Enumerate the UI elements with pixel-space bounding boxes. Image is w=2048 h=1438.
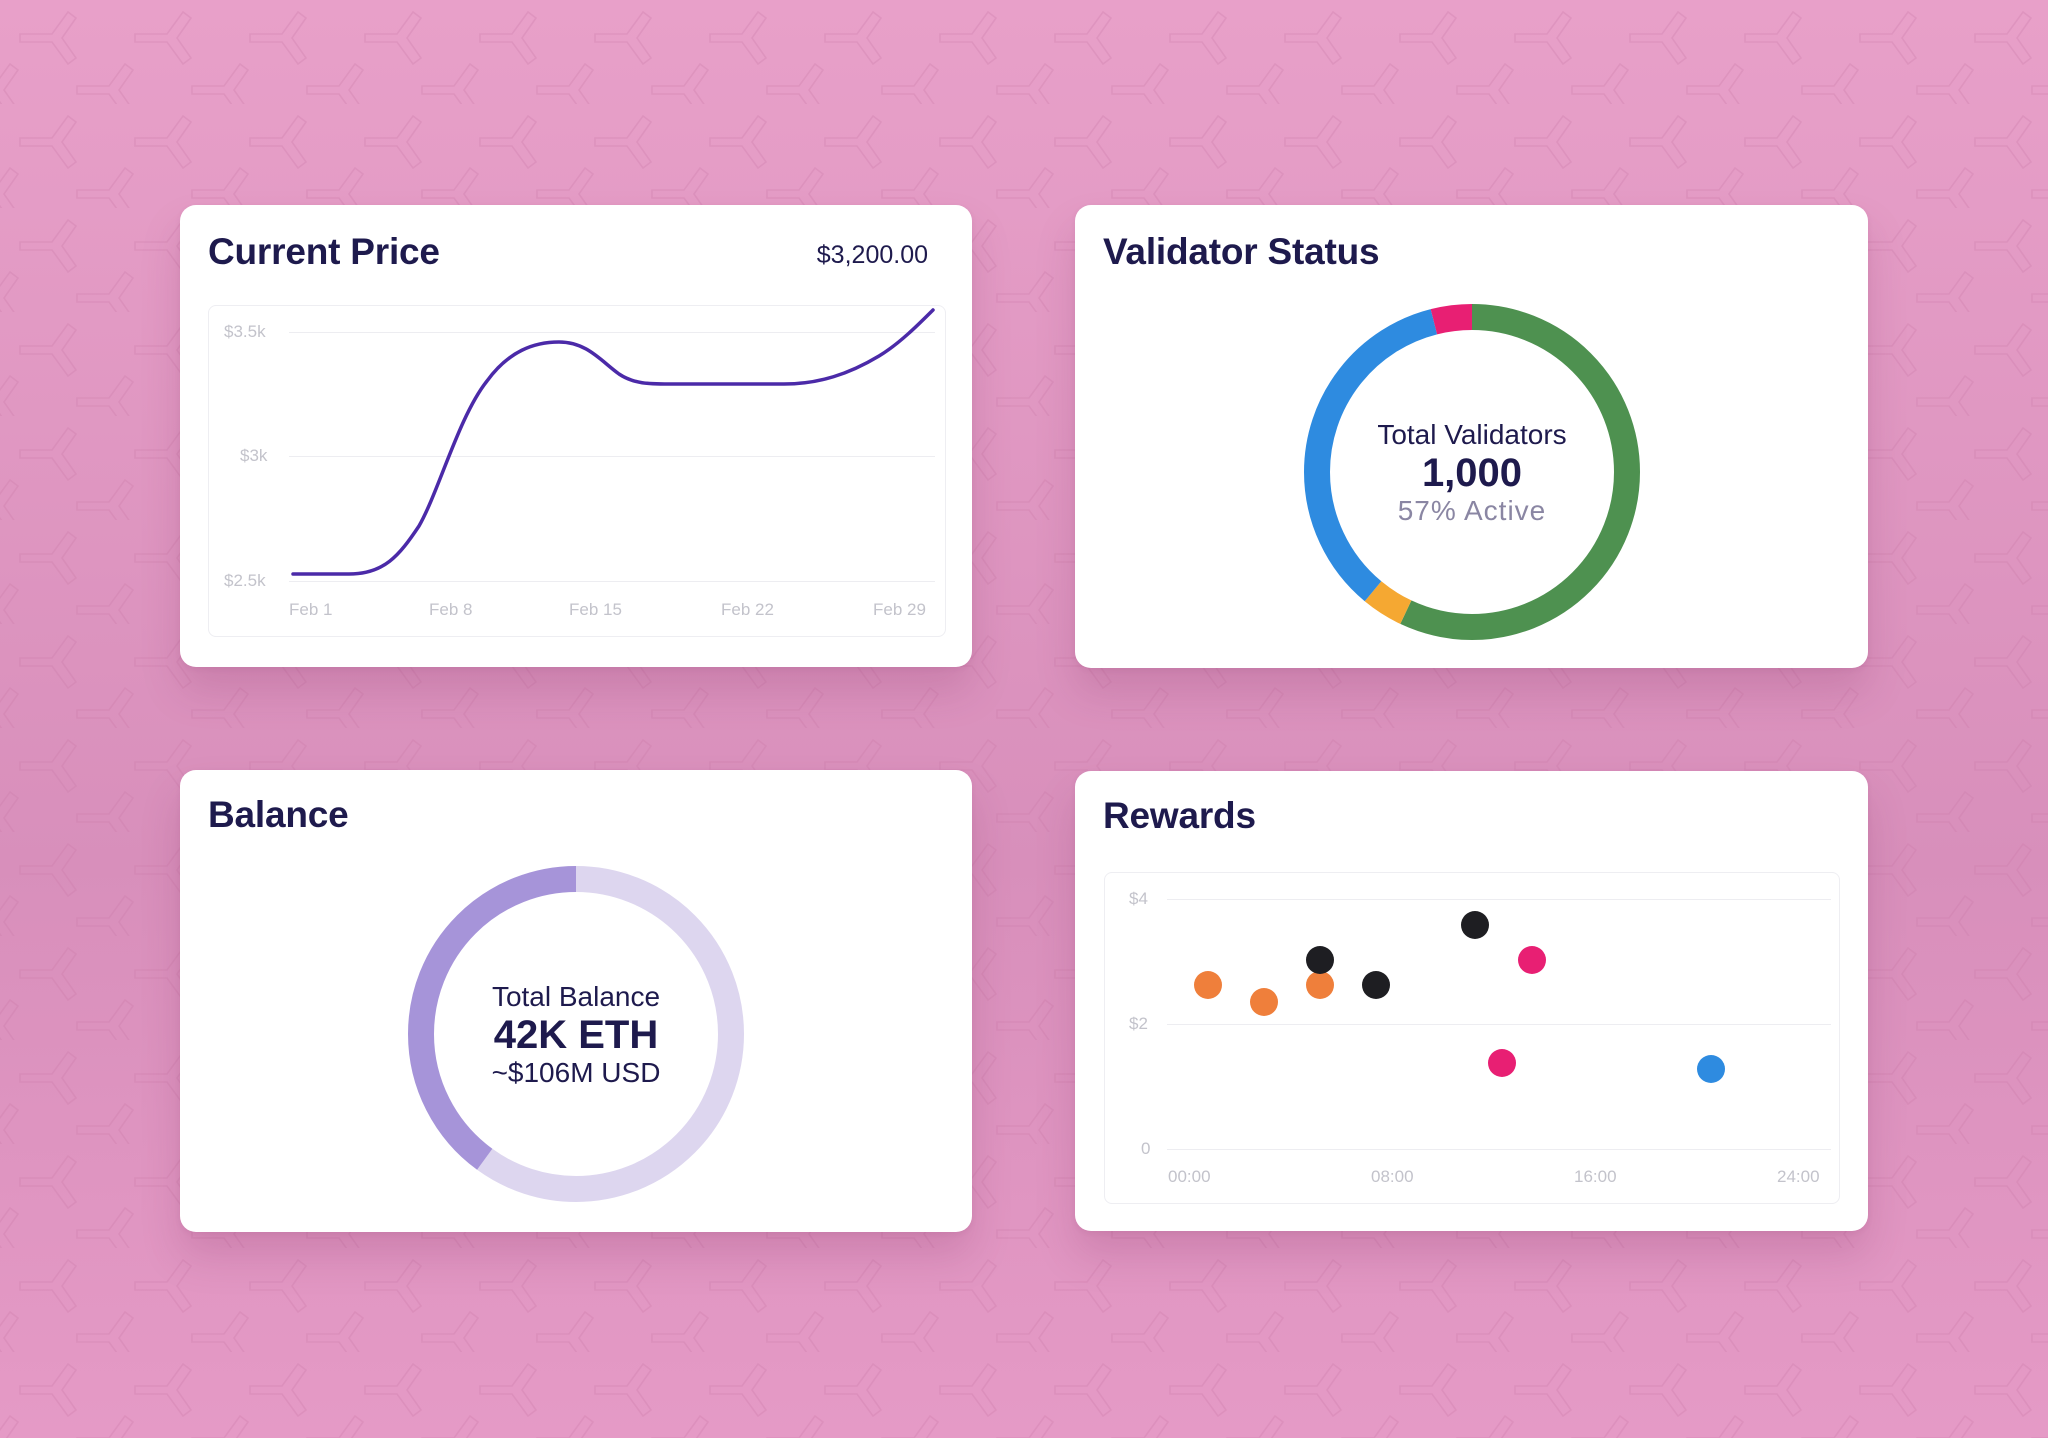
- x-tick-label: Feb 8: [429, 600, 473, 619]
- total-balance-usd: ~$106M USD: [491, 1057, 661, 1088]
- x-tick-label: 00:00: [1168, 1167, 1211, 1186]
- current-price-value: $3,200.00: [816, 241, 928, 269]
- scatter-point-pink[interactable]: [1518, 946, 1546, 974]
- validator-donut-chart[interactable]: [1302, 302, 1642, 642]
- rewards-card: Rewards $4 $2 0 00:00 08:00 16:00 24:00: [1075, 771, 1868, 1231]
- rewards-scatter-chart[interactable]: $4 $2 0 00:00 08:00 16:00 24:00: [1104, 872, 1840, 1204]
- x-tick-label: Feb 1: [289, 600, 333, 619]
- gridline: [1167, 1024, 1831, 1025]
- total-validators-value: 1,000: [1421, 451, 1523, 495]
- total-balance-label: Total Balance: [491, 981, 661, 1012]
- gridline: [1167, 1149, 1831, 1150]
- validator-status-card: Validator Status Total Validators 1,000 …: [1075, 205, 1868, 668]
- gridline: [289, 332, 935, 333]
- y-tick-label: $3.5k: [224, 322, 266, 341]
- x-tick-label: Feb 29: [873, 600, 926, 619]
- card-title: Rewards: [1103, 795, 1256, 836]
- scatter-point-black[interactable]: [1461, 911, 1489, 939]
- x-tick-label: 16:00: [1574, 1167, 1617, 1186]
- donut-slice-slashed[interactable]: [1304, 304, 1640, 640]
- x-tick-label: Feb 22: [721, 600, 774, 619]
- price-line: [291, 308, 935, 576]
- x-tick-label: Feb 15: [569, 600, 622, 619]
- y-tick-label: 0: [1141, 1139, 1151, 1158]
- x-tick-label: 24:00: [1777, 1167, 1820, 1186]
- scatter-point-orange[interactable]: [1250, 988, 1278, 1016]
- scatter-point-blue[interactable]: [1697, 1055, 1725, 1083]
- current-price-card: Current Price $3,200.00 $3.5k $3k $2.5k …: [180, 205, 972, 667]
- gridline: [1167, 899, 1831, 900]
- card-title: Balance: [208, 794, 349, 835]
- gridline: [289, 581, 935, 582]
- balance-summary: Total Balance 42K ETH ~$106M USD: [416, 980, 736, 1090]
- balance-donut-chart[interactable]: [406, 864, 746, 1204]
- x-tick-label: 08:00: [1371, 1167, 1414, 1186]
- card-title: Validator Status: [1103, 231, 1380, 272]
- scatter-point-orange[interactable]: [1306, 971, 1334, 999]
- y-tick-label: $2: [1129, 1014, 1148, 1033]
- donut-slice-b[interactable]: [408, 866, 744, 1202]
- scatter-point-orange[interactable]: [1194, 971, 1222, 999]
- y-tick-label: $3k: [240, 446, 268, 465]
- donut-slice-exiting[interactable]: [1304, 304, 1640, 640]
- balance-card: Balance Total Balance 42K ETH ~$106M USD: [180, 770, 972, 1232]
- scatter-point-black[interactable]: [1306, 946, 1334, 974]
- y-tick-label: $4: [1129, 889, 1148, 908]
- scatter-point-pink[interactable]: [1488, 1049, 1516, 1077]
- total-validators-label: Total Validators: [1377, 419, 1567, 450]
- card-title: Current Price: [208, 231, 440, 272]
- y-tick-label: $2.5k: [224, 571, 266, 590]
- total-balance-eth: 42K ETH: [493, 1013, 659, 1057]
- scatter-point-black[interactable]: [1362, 971, 1390, 999]
- price-chart[interactable]: $3.5k $3k $2.5k Feb 1 Feb 8 Feb 15 Feb 2…: [208, 305, 946, 637]
- active-percent: 57% Active: [1397, 495, 1547, 526]
- gridline: [289, 456, 935, 457]
- validator-summary: Total Validators 1,000 57% Active: [1312, 418, 1632, 528]
